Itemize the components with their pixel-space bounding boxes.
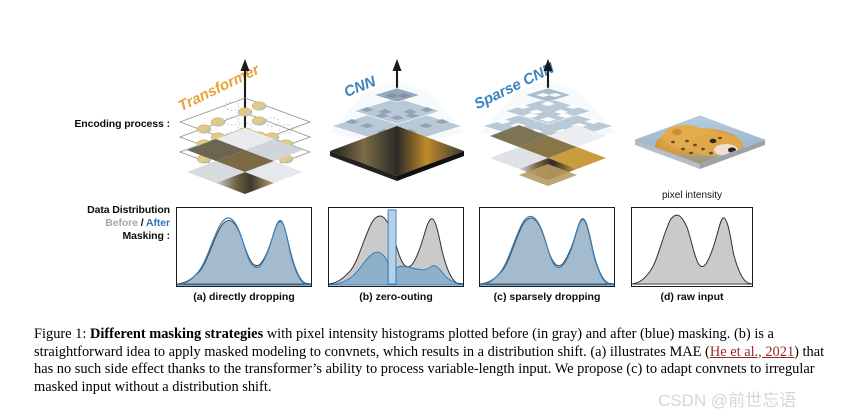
sparse-masked-patches <box>490 125 606 186</box>
column-raw-input <box>625 46 775 296</box>
subcaption-d: (d) raw input <box>660 291 724 303</box>
histogram-c <box>479 207 615 287</box>
histogram-a <box>176 207 312 287</box>
caption-text-1: with pixel intensity histograms plotted … <box>34 326 774 360</box>
x-axis-label: pixel intensity <box>661 190 723 201</box>
hist-c-after-curve <box>480 215 614 286</box>
data-distribution-line2: Before / After <box>44 217 170 230</box>
hist-a-before-curve <box>177 219 311 285</box>
hist-b-after-curve <box>329 251 463 286</box>
masked-image-patches <box>187 128 303 194</box>
hist-b-zero-spike <box>387 209 397 285</box>
masking-line: Masking : <box>122 230 170 242</box>
figure-caption: Figure 1: Different masking strategies w… <box>34 326 840 396</box>
cnn-stack-diagram <box>330 59 464 181</box>
column-sparse-cnn: Sparse CNN <box>472 46 623 296</box>
caption-text-2: ) that has no such side effect thanks to… <box>34 343 825 395</box>
histogram-b <box>328 207 464 287</box>
caption-bold-title: Different masking strategies <box>89 326 264 342</box>
data-distribution-line1: Data Distribution <box>87 204 170 216</box>
data-distribution-label: Data Distribution Before / After Masking… <box>44 204 170 243</box>
citation-link[interactable]: He et al., 2021 <box>709 343 795 360</box>
zeroed-image-base <box>330 126 464 181</box>
hist-a-after-curve <box>177 217 311 286</box>
hist-d-raw-curve <box>632 214 752 285</box>
after-word: After <box>145 217 170 229</box>
encoding-process-text: Encoding process : <box>74 118 170 130</box>
raw-input-image <box>634 115 766 169</box>
subcaption-b: (b) zero-outing <box>359 291 433 303</box>
encoding-process-label: Encoding process : <box>44 118 170 131</box>
slash-separator: / <box>137 217 146 229</box>
slab-edge-left <box>635 140 700 169</box>
column-cnn: CNN <box>322 46 472 296</box>
column-transformer: Transformer <box>170 46 320 296</box>
caption-figure-number: Figure 1: <box>34 326 87 342</box>
subcaption-c: (c) sparsely dropping <box>493 291 601 303</box>
transformer-stack-diagram <box>178 59 312 194</box>
histogram-d <box>631 207 753 287</box>
hist-c-before-curve <box>480 217 614 285</box>
sparse-cnn-stack-diagram <box>481 59 615 186</box>
subcaption-a: (a) directly dropping <box>193 291 295 303</box>
slab-edge-right <box>700 140 765 169</box>
before-word: Before <box>105 217 138 229</box>
